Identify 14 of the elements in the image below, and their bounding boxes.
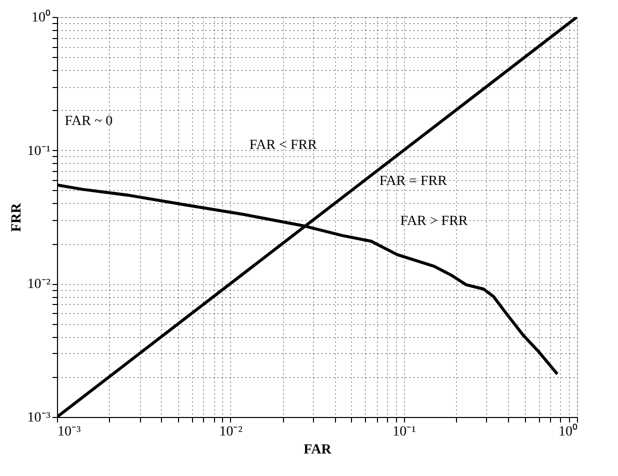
x-tick-label: 10⁰ xyxy=(558,424,578,440)
y-axis-title: FRR xyxy=(9,202,24,232)
annotation: FAR ~ 0 xyxy=(64,114,113,129)
y-tick-label: 10⁻¹ xyxy=(27,144,50,159)
y-tick-label: 10⁻² xyxy=(27,277,50,292)
x-tick-label: 10⁻¹ xyxy=(392,424,416,440)
y-tick-label: 10⁻³ xyxy=(27,410,50,426)
x-axis-title: FAR xyxy=(304,442,332,458)
x-tick-label: 10⁻³ xyxy=(58,424,81,440)
annotation: FAR > FRR xyxy=(400,214,468,229)
annotation: FAR = FRR xyxy=(379,174,448,189)
x-tick-label: 10⁻² xyxy=(219,424,242,440)
y-tick-label: 10⁰ xyxy=(32,10,50,26)
annotation: FAR < FRR xyxy=(249,138,318,153)
